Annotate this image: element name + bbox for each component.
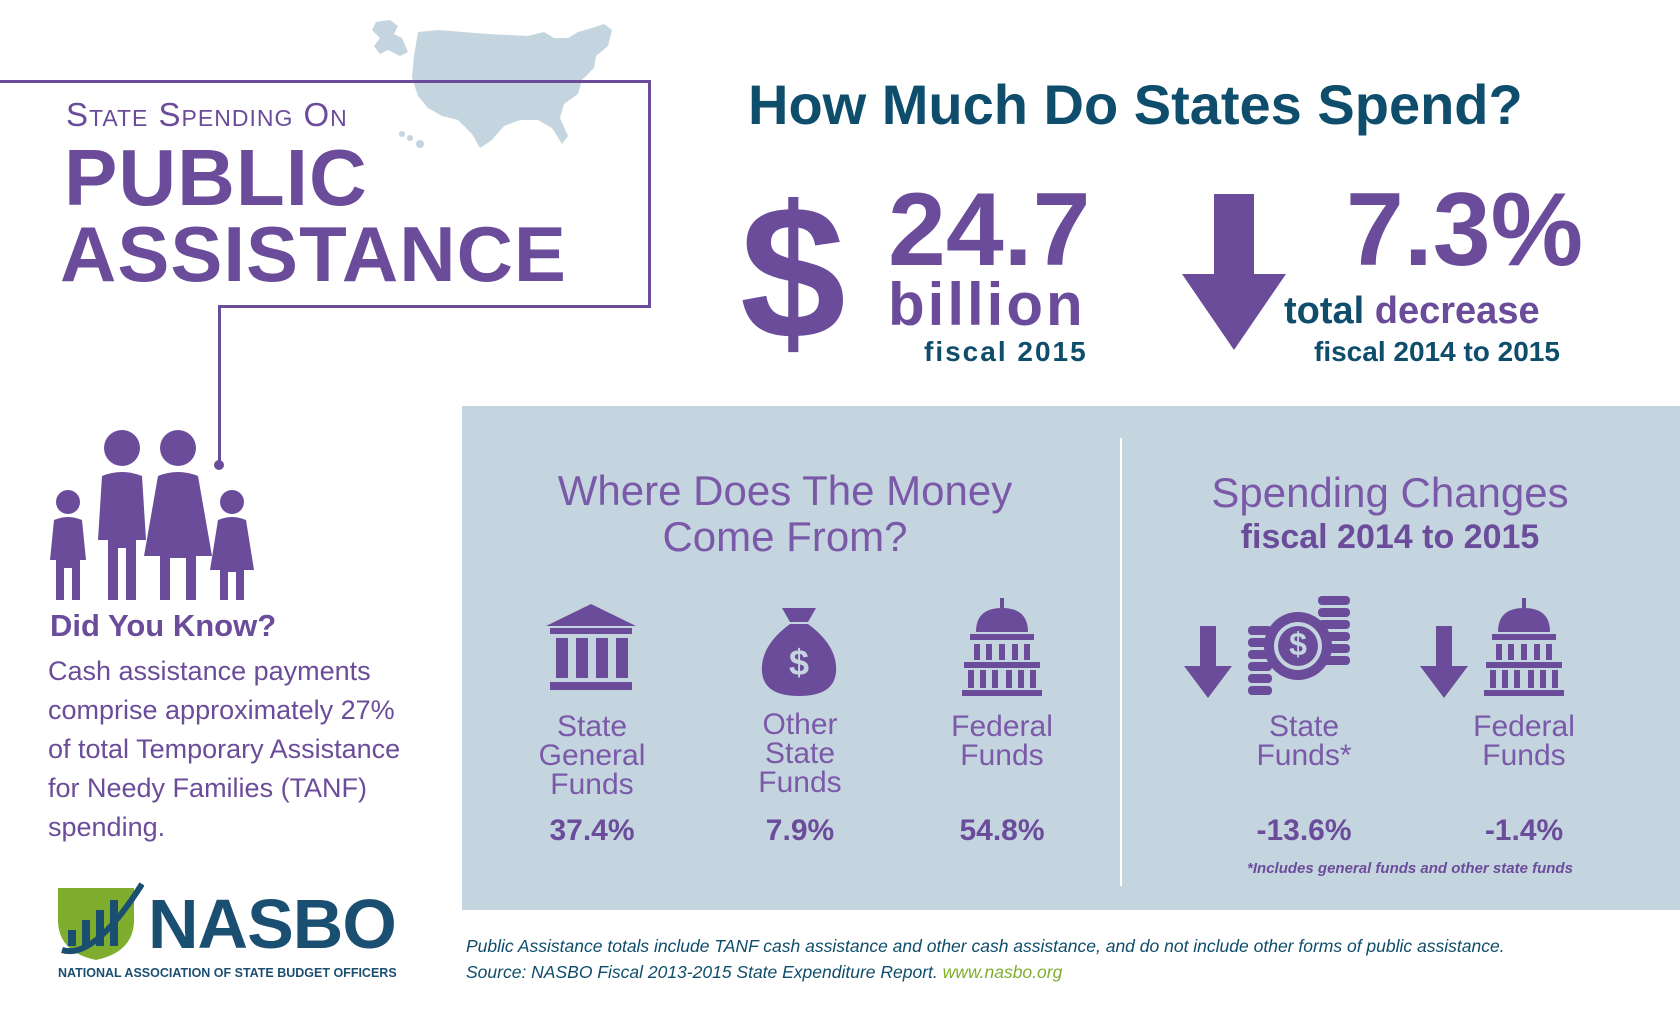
spending-changes-title: Spending Changes [1211,469,1569,516]
info-panel [462,406,1680,910]
label-line: Funds [1482,739,1566,772]
money-source-title: Where Does The Money Come From? [480,468,1090,560]
federal-funds-label: Federal Funds [920,710,1084,772]
federal-funds-change-value: -1.4% [1484,814,1564,847]
decrease-label-part2: decrease [1374,290,1540,332]
footer-source: Source: NASBO Fiscal 2013-2015 State Exp… [466,962,1062,983]
did-you-know-heading: Did You Know? [50,608,277,643]
bank-icon [546,604,636,690]
spending-changes-footnote: *Includes general funds and other state … [1247,860,1573,877]
frame-bottom-line [218,305,651,308]
money-source-title-line-1: Where Does The Money [557,467,1013,514]
coins-icon [1248,596,1350,695]
label-line: Federal [1473,710,1575,743]
spending-amount: 24.7 [888,172,1091,288]
other-state-funds-label: Other State Funds [718,708,882,799]
label-line: Funds* [1256,739,1352,772]
decrease-label-part1: total [1284,290,1365,332]
label-line: Funds [960,739,1044,772]
frame-drop-dot [214,460,224,470]
state-general-funds-label: State General Funds [510,710,674,801]
panel-divider [1120,438,1122,886]
footer-source-text: Source: NASBO Fiscal 2013-2015 State Exp… [466,962,938,982]
decrease-period: fiscal 2014 to 2015 [1314,336,1560,367]
label-line: State [556,710,628,743]
spending-unit: billion [888,271,1086,338]
down-arrow-small-icon-2 [1420,626,1468,698]
title-line-1: PUBLIC [64,133,368,222]
state-funds-change-label: State Funds* [1222,710,1386,772]
label-line: Other [762,708,838,741]
label-line: Funds [550,768,634,801]
down-arrow-small-icon [1184,626,1232,698]
decrease-value: 7.3% [1346,172,1584,288]
title-small: State Spending On [66,96,348,133]
label-line: Funds [758,766,842,799]
title-line-2: ASSISTANCE [60,210,567,298]
capitol-icon-2 [1484,598,1564,696]
logo-name: NASBO [148,885,397,963]
frame-drop-line [218,305,221,465]
label-line: General [538,739,646,772]
footer-note: Public Assistance totals include TANF ca… [466,936,1505,956]
decrease-label: total decrease [1284,290,1540,333]
label-line: State [764,737,836,770]
coins-symbol: $ [1289,626,1307,662]
spending-period: fiscal 2015 [924,336,1088,367]
footer-url-link[interactable]: www.nasbo.org [942,962,1063,982]
dollar-icon: $ [740,167,846,379]
frame-right-line [648,80,651,308]
money-source-title-line-2: Come From? [662,513,908,560]
frame-top-line [0,80,650,83]
nasbo-logo-icon [58,882,144,960]
state-general-funds-value: 37.4% [549,814,635,847]
federal-funds-change-label: Federal Funds [1442,710,1606,772]
family-icon [50,430,254,600]
us-map-icon [372,20,612,148]
spending-changes-subtitle: fiscal 2014 to 2015 [1240,518,1540,556]
federal-funds-value: 54.8% [959,814,1045,847]
capitol-icon [962,598,1042,696]
money-bag-symbol: $ [788,642,810,683]
main-heading: How Much Do States Spend? [748,73,1523,136]
down-arrow-icon [1182,194,1286,350]
money-bag-icon [761,608,837,696]
label-line: State [1268,710,1340,743]
did-you-know-body: Cash assistance payments comprise approx… [48,656,401,842]
label-line: Federal [951,710,1053,743]
other-state-funds-value: 7.9% [765,814,835,847]
state-funds-change-value: -13.6% [1256,814,1352,847]
logo-full-name: NATIONAL ASSOCIATION OF STATE BUDGET OFF… [58,966,397,980]
